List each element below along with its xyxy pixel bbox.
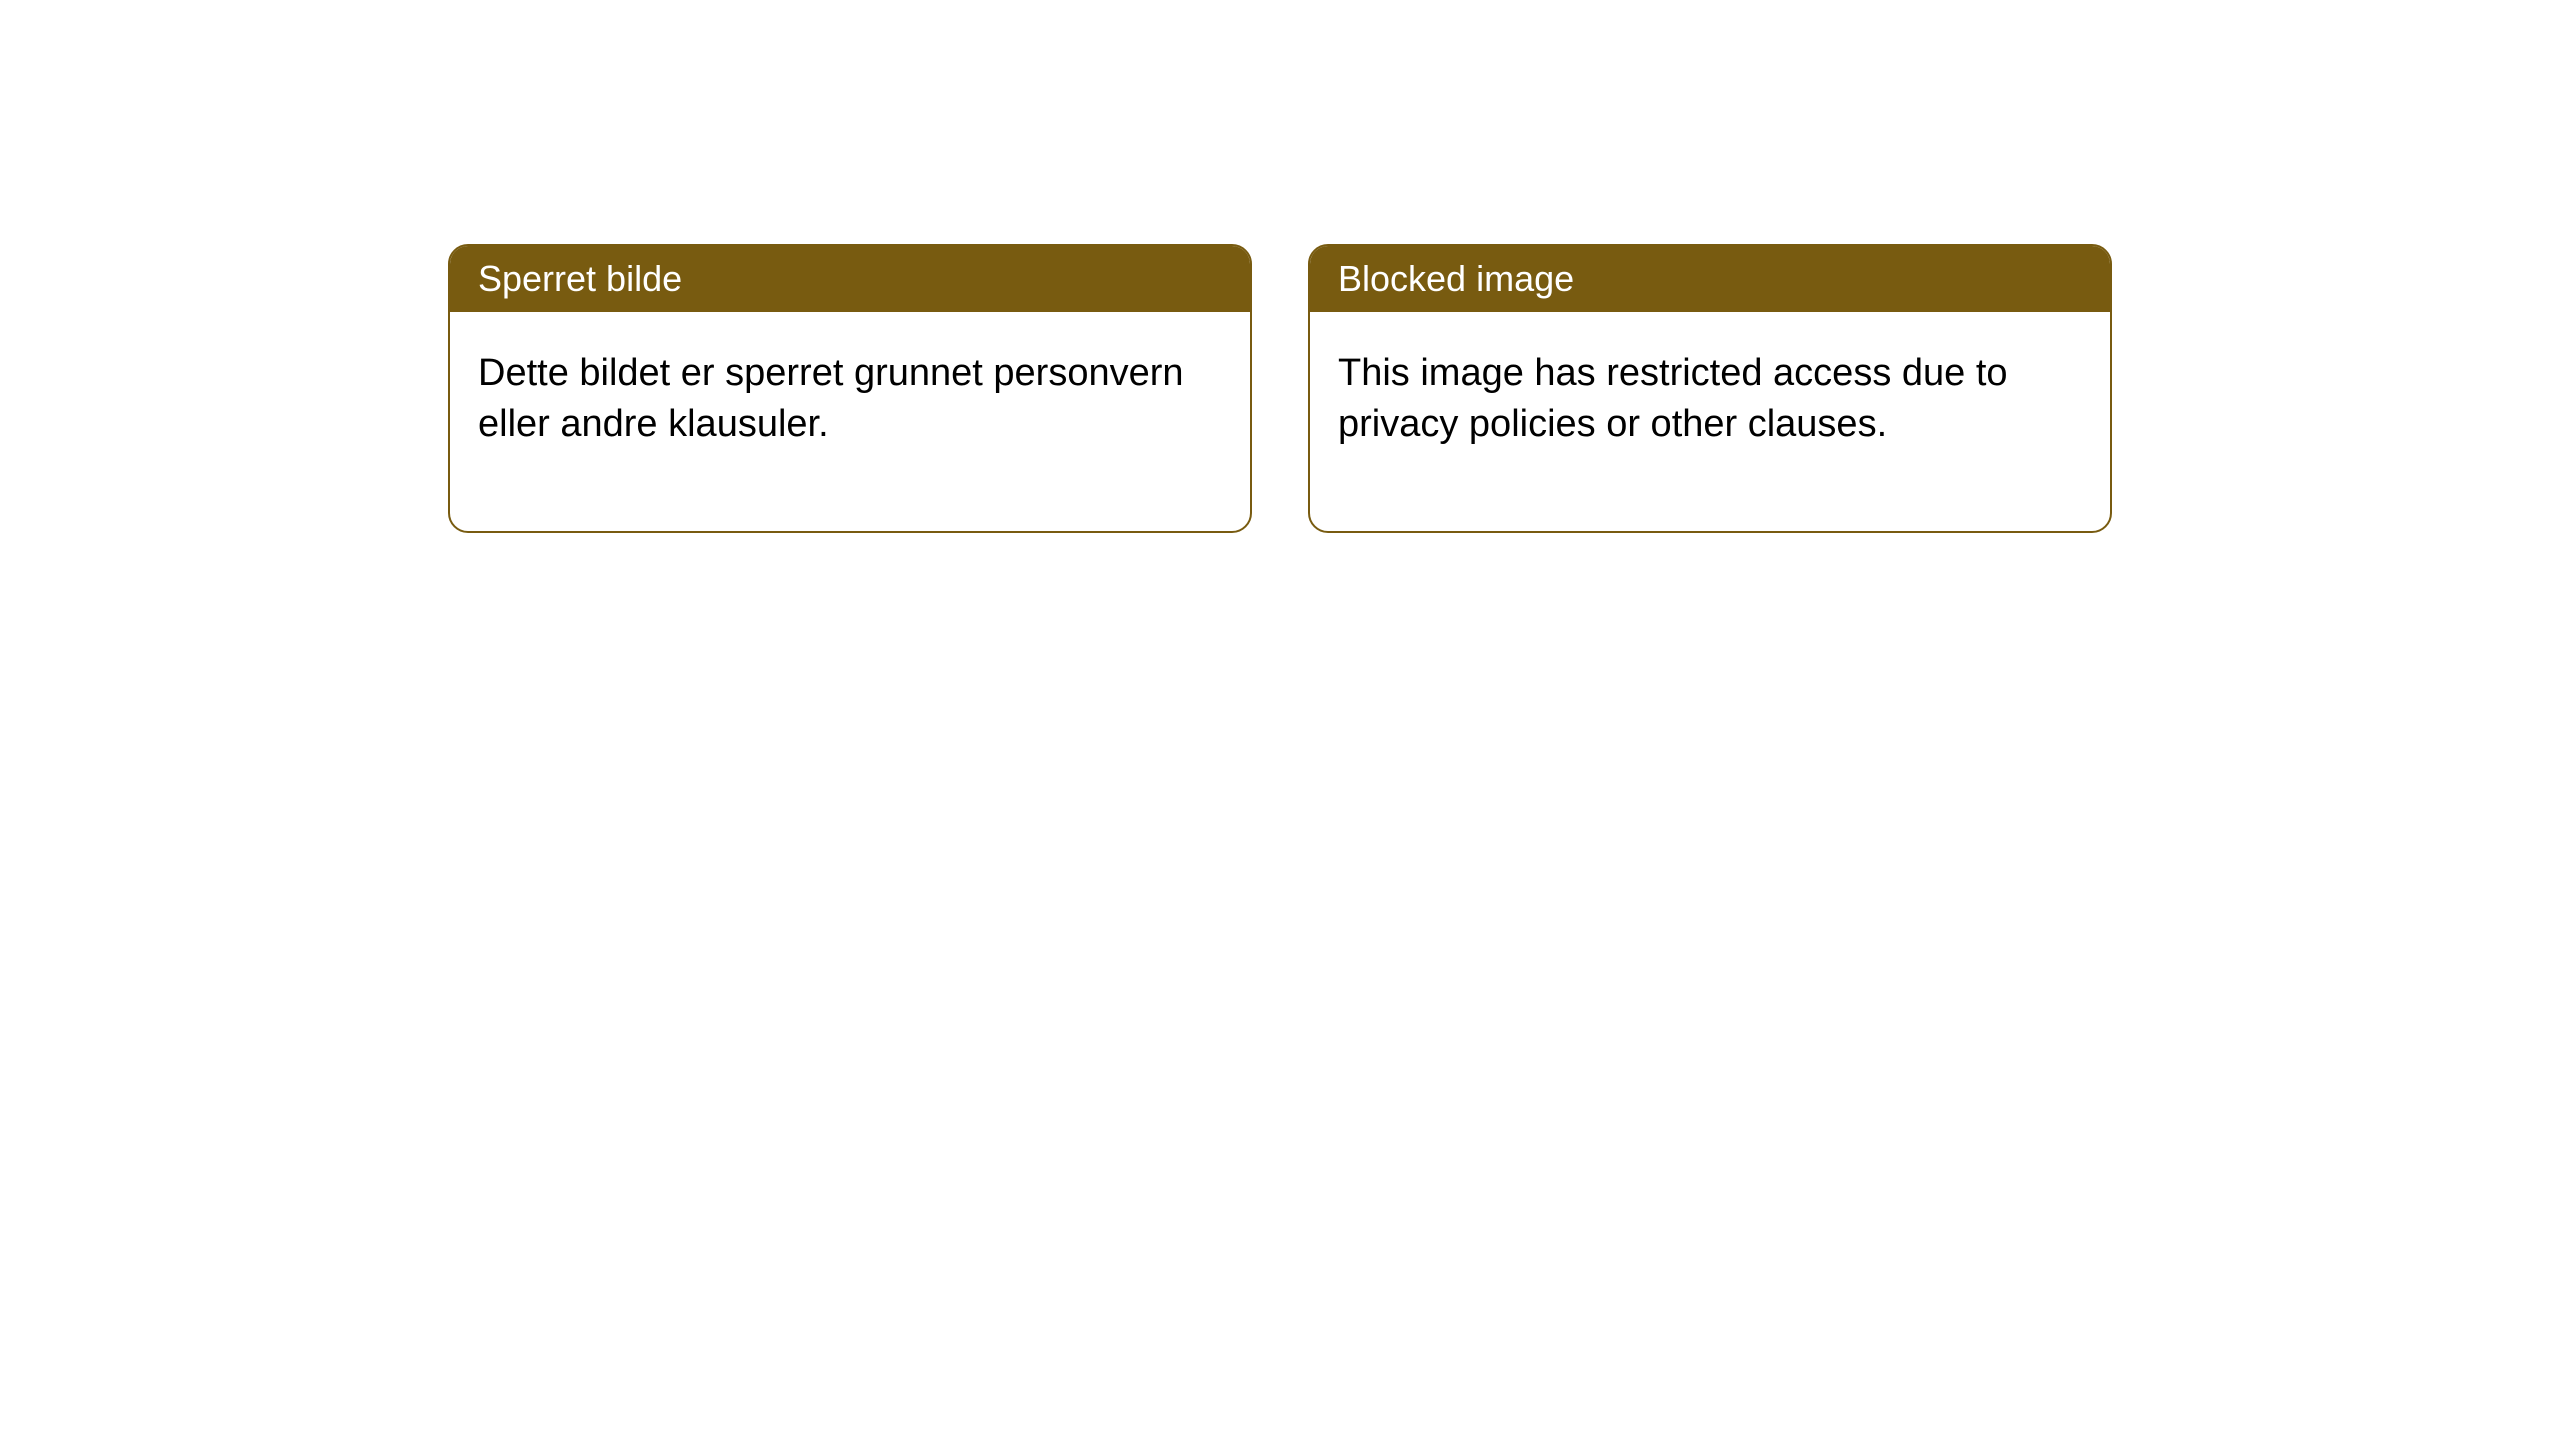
notice-header: Sperret bilde <box>450 246 1250 312</box>
notice-body-text: Dette bildet er sperret grunnet personve… <box>478 352 1184 445</box>
notice-header: Blocked image <box>1310 246 2110 312</box>
notice-body: Dette bildet er sperret grunnet personve… <box>450 312 1250 531</box>
notice-body-text: This image has restricted access due to … <box>1338 352 2008 445</box>
notice-body: This image has restricted access due to … <box>1310 312 2110 531</box>
notice-box-english: Blocked image This image has restricted … <box>1308 244 2112 533</box>
notice-box-norwegian: Sperret bilde Dette bildet er sperret gr… <box>448 244 1252 533</box>
notice-container: Sperret bilde Dette bildet er sperret gr… <box>0 0 2560 533</box>
notice-title: Blocked image <box>1338 258 1574 299</box>
notice-title: Sperret bilde <box>478 258 682 299</box>
